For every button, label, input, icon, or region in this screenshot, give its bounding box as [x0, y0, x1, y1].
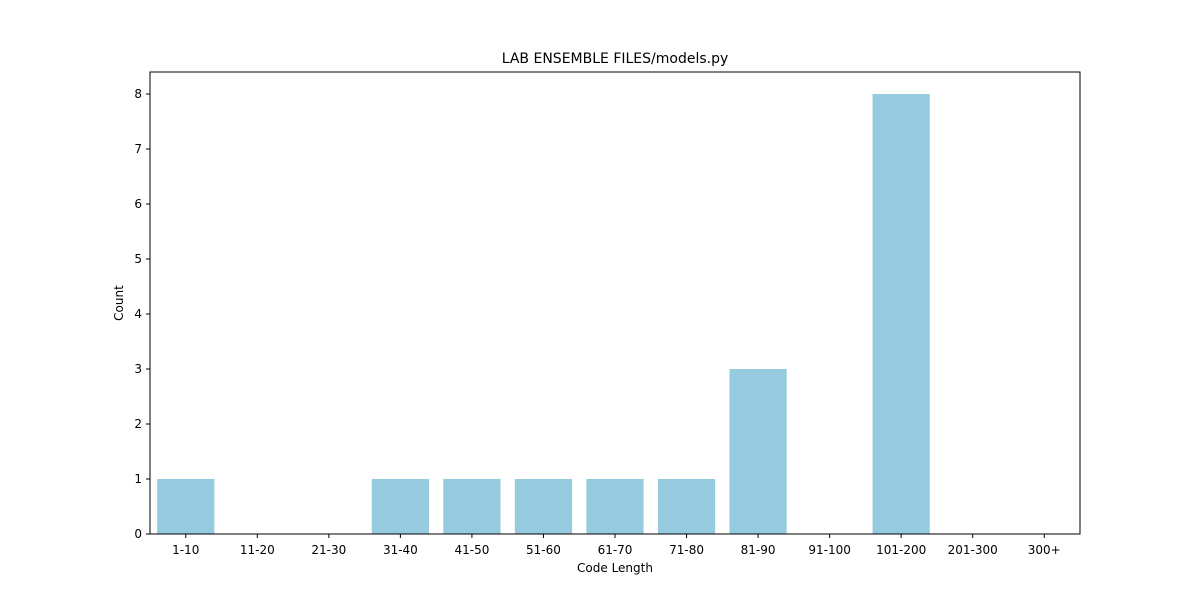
x-tick-label: 201-300	[948, 543, 998, 557]
x-axis-label: Code Length	[577, 561, 653, 575]
x-tick-label: 71-80	[669, 543, 704, 557]
y-tick-label: 0	[134, 527, 142, 541]
bars-layer	[157, 94, 930, 534]
bar-61-70	[586, 479, 644, 534]
plot-frame	[149, 71, 1081, 535]
bar-1-10	[157, 479, 215, 534]
x-axis-ticks: 1-10 11-20 21-30 31-40 41-50 51-60 61-70 71-80 8…	[172, 534, 1061, 557]
x-tick-label: 81-90	[741, 543, 776, 557]
x-tick-label: 41-50	[454, 543, 489, 557]
bar-81-90	[729, 369, 787, 534]
y-tick-label: 4	[134, 307, 142, 321]
x-tick-label: 61-70	[598, 543, 633, 557]
y-tick-label: 2	[134, 417, 142, 431]
bar-41-50	[443, 479, 501, 534]
bar-101-200	[872, 94, 930, 534]
y-axis-ticks: 0 1 2 3 4 5 6 7 8	[134, 87, 150, 541]
x-tick-label: 91-100	[808, 543, 851, 557]
x-tick-label: 1-10	[172, 543, 199, 557]
y-tick-label: 1	[134, 472, 142, 486]
y-tick-label: 6	[134, 197, 142, 211]
y-tick-label: 5	[134, 252, 142, 266]
x-tick-label: 101-200	[876, 543, 926, 557]
chart-title: LAB ENSEMBLE FILES/models.py	[502, 51, 729, 67]
y-tick-label: 8	[134, 87, 142, 101]
x-tick-label: 31-40	[383, 543, 418, 557]
bar-51-60	[514, 479, 573, 534]
bar-31-40	[371, 479, 429, 534]
x-tick-label: 51-60	[526, 543, 561, 557]
x-tick-label: 300+	[1028, 543, 1061, 557]
y-axis-label: Count	[112, 285, 126, 321]
y-tick-label: 3	[134, 362, 142, 376]
y-tick-label: 7	[134, 142, 142, 156]
bar-71-80	[657, 479, 716, 534]
x-tick-label: 21-30	[311, 543, 346, 557]
x-tick-label: 11-20	[240, 543, 275, 557]
